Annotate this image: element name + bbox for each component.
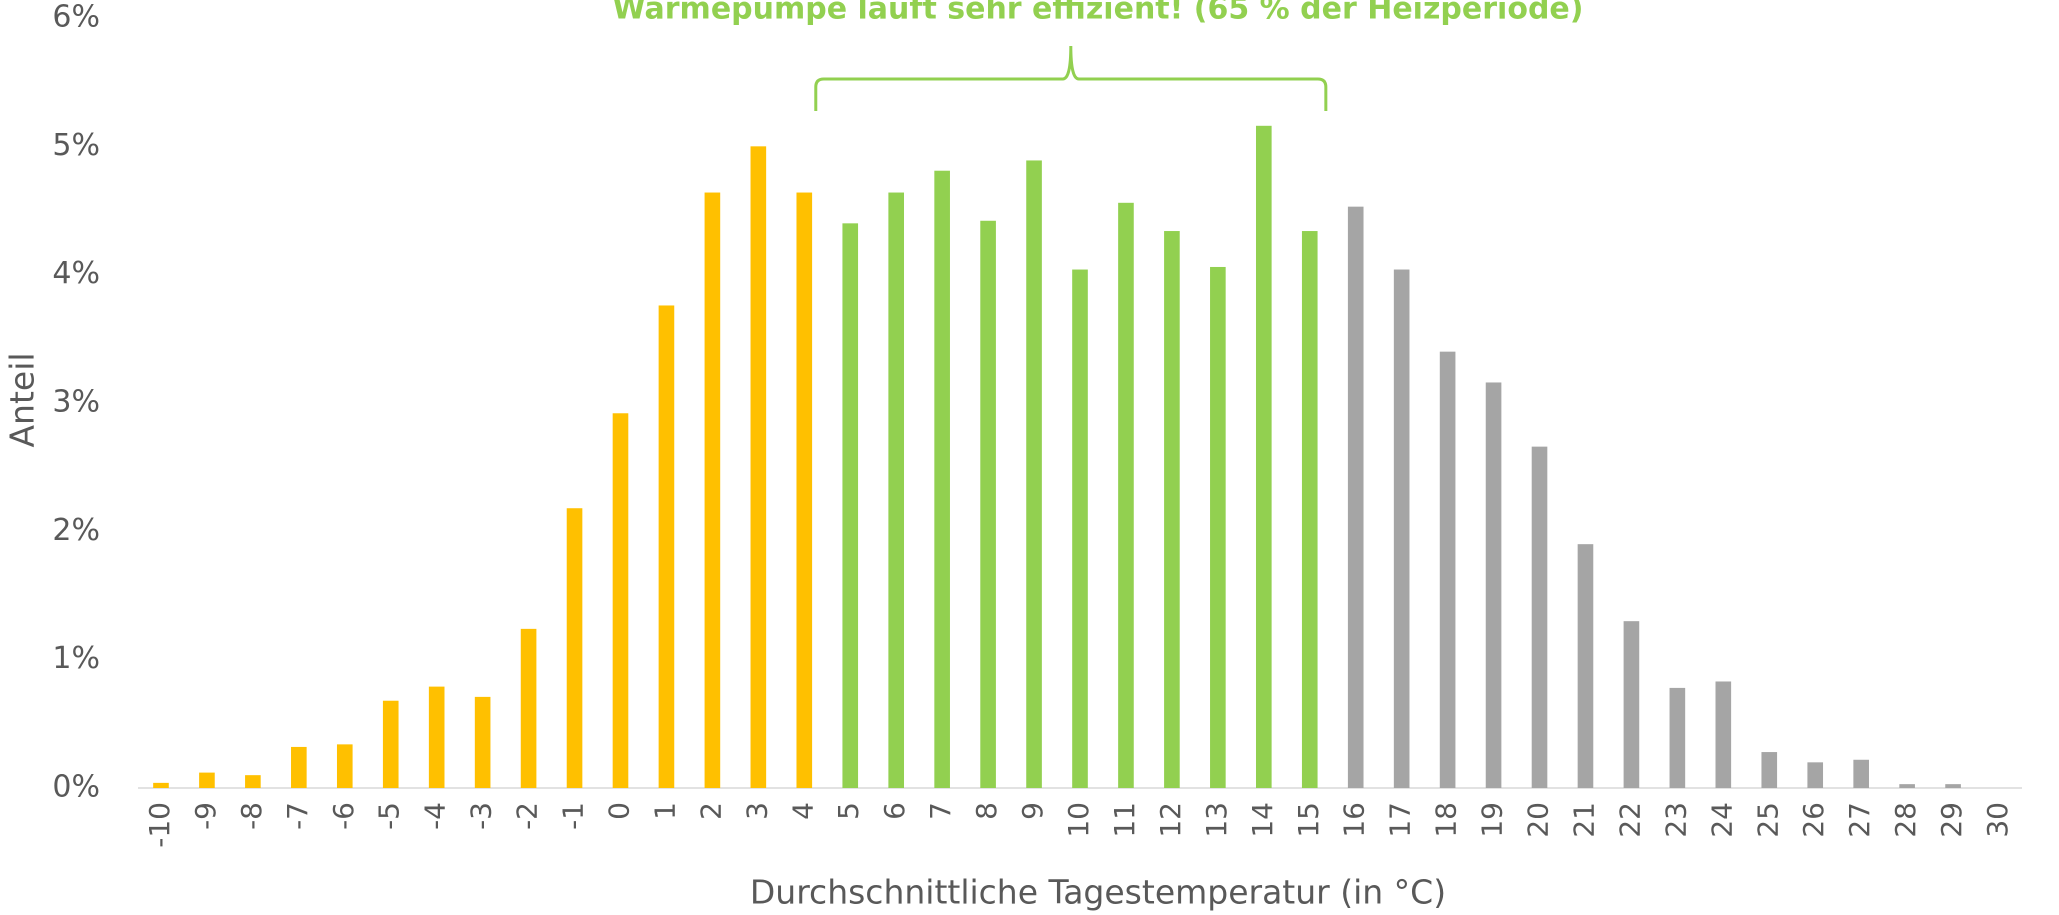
x-tick-label: 21	[1567, 802, 1600, 838]
x-tick-label: 15	[1292, 802, 1325, 838]
bar	[704, 192, 721, 789]
x-tick-label: 6	[878, 802, 911, 820]
x-tick-label: 14	[1246, 802, 1279, 838]
y-tick-label: 4%	[52, 256, 100, 291]
x-tick-label: 3	[740, 802, 773, 820]
x-tick-label: 2	[694, 802, 727, 820]
y-tick-label: 2%	[52, 513, 100, 548]
x-tick-label: 18	[1430, 802, 1463, 838]
x-tick-label: 29	[1935, 802, 1968, 838]
bar	[1301, 231, 1318, 789]
annotation: Wärmepumpe läuft sehr effizient! (65 % d…	[613, 0, 1584, 27]
y-tick-label: 5%	[52, 128, 100, 163]
bar	[1255, 125, 1272, 789]
bar	[382, 700, 399, 788]
x-tick-label: -3	[465, 802, 498, 830]
bar	[1807, 762, 1824, 788]
x-tick-label: 5	[832, 802, 865, 820]
bar	[934, 170, 950, 788]
x-tick-label: 20	[1522, 802, 1555, 838]
bar	[153, 782, 169, 788]
x-tick-label: 7	[924, 802, 957, 820]
y-axis-label: Anteil	[3, 352, 42, 447]
x-tick-label: 0	[602, 802, 635, 820]
bar	[336, 744, 353, 788]
bar	[1945, 784, 1961, 788]
bar	[1439, 351, 1456, 788]
bar	[750, 146, 767, 789]
bar	[796, 192, 813, 789]
y-tick-label: 0%	[52, 770, 100, 805]
x-tick-label: 23	[1659, 802, 1692, 838]
bar	[658, 305, 675, 788]
x-tick-label: 9	[1016, 802, 1049, 820]
x-tick-label: -10	[143, 802, 176, 848]
x-tick-label: 16	[1338, 802, 1371, 838]
x-tick-label: 28	[1889, 802, 1922, 838]
x-tick-label: -1	[557, 802, 590, 830]
x-tick-label: 26	[1797, 802, 1830, 838]
x-tick-label: 10	[1062, 802, 1095, 838]
x-tick-label: 12	[1154, 802, 1187, 838]
x-tick-label: 22	[1613, 802, 1646, 838]
bar	[1072, 269, 1088, 788]
x-tick-label: 11	[1108, 802, 1141, 838]
bar	[1577, 544, 1594, 788]
bar	[1026, 160, 1042, 788]
x-tick-label: 25	[1751, 802, 1784, 838]
bar	[1715, 681, 1732, 788]
bar	[980, 220, 996, 788]
bar	[291, 746, 307, 788]
bar	[612, 413, 629, 788]
x-tick-label: 17	[1384, 802, 1417, 838]
bar	[1164, 231, 1180, 789]
bar	[842, 223, 859, 789]
x-tick-label: 27	[1843, 802, 1876, 838]
bar	[1761, 752, 1778, 788]
x-axis-label: Durchschnittliche Tagestemperatur (in °C…	[750, 873, 1446, 912]
bar	[1899, 784, 1915, 788]
x-tick-label: -2	[511, 802, 544, 830]
bar	[1623, 621, 1640, 788]
x-tick-label: 24	[1705, 802, 1738, 838]
bar	[1669, 687, 1686, 788]
x-tick-label: 30	[1981, 802, 2014, 838]
x-tick-label: -4	[419, 802, 452, 830]
bar	[888, 192, 905, 789]
x-tick-label: -9	[189, 802, 222, 830]
bar	[520, 628, 537, 788]
y-tick-label: 3%	[52, 385, 100, 420]
bar	[1531, 446, 1548, 788]
x-tick-label: -7	[281, 802, 314, 830]
x-tick-label: -6	[327, 802, 360, 830]
bar	[566, 508, 583, 788]
bar	[474, 696, 491, 788]
x-tick-label: 4	[786, 802, 819, 820]
bar	[1853, 759, 1869, 788]
bar	[1118, 202, 1134, 789]
x-tick-label: -8	[235, 802, 268, 830]
y-tick-label: 1%	[52, 641, 100, 676]
bar	[1347, 206, 1364, 788]
bar	[428, 686, 445, 788]
x-tick-label: -5	[373, 802, 406, 830]
x-tick-label: 19	[1476, 802, 1509, 838]
bar	[1393, 269, 1410, 788]
x-tick-label: 1	[648, 802, 681, 820]
bar	[199, 772, 215, 788]
brace	[814, 45, 1328, 111]
bar	[1210, 266, 1226, 788]
bar	[1485, 382, 1502, 788]
bar	[245, 775, 261, 788]
x-tick-label: 8	[970, 802, 1003, 820]
x-tick-label: 13	[1200, 802, 1233, 838]
y-tick-label: 6%	[52, 0, 100, 35]
